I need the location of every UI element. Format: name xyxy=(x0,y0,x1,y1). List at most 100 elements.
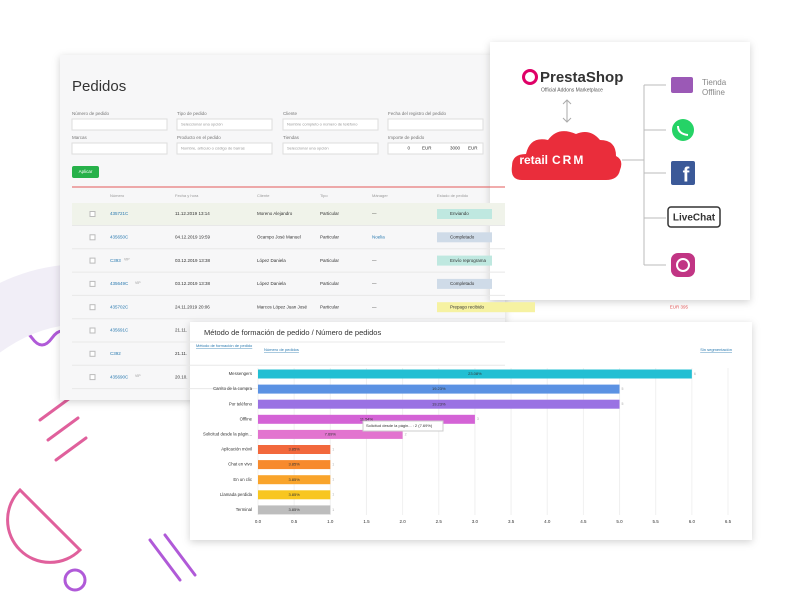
checkbox[interactable] xyxy=(89,211,96,217)
order-number: 435690C xyxy=(110,374,129,379)
percent-label: 3.85% xyxy=(288,462,300,467)
crm-name: retail xyxy=(519,153,548,167)
crm-cloud xyxy=(511,131,622,180)
order-manager: — xyxy=(372,281,377,286)
filter-input[interactable] xyxy=(176,118,273,131)
category-label: Por teléfono xyxy=(229,401,253,406)
value-label: 3 xyxy=(477,417,479,421)
checkbox[interactable] xyxy=(89,304,96,311)
column-header: Cliente xyxy=(257,193,270,198)
bar xyxy=(258,399,620,409)
axis-link: Sin segmentación xyxy=(700,347,732,352)
order-total: EUR 395 xyxy=(670,304,689,309)
prestashop-name: PrestaShop xyxy=(540,69,623,86)
category-label: Carrito de la compra xyxy=(213,386,253,391)
filter-input[interactable] xyxy=(387,118,484,131)
filter-input[interactable] xyxy=(71,118,168,131)
category-label: Solicitud desde la págin... xyxy=(203,432,252,437)
checkbox[interactable] xyxy=(89,350,96,357)
x-tick-label: 0.5 xyxy=(291,519,298,524)
order-manager: Noelia xyxy=(372,234,385,239)
checkbox[interactable] xyxy=(89,280,96,287)
category-label: Messengers xyxy=(229,371,252,376)
bar xyxy=(258,460,331,470)
bar xyxy=(258,369,692,379)
bar xyxy=(258,505,331,515)
filter-input[interactable] xyxy=(176,142,273,155)
apply-button-label: Aplicar xyxy=(79,169,93,174)
page-title: Pedidos xyxy=(72,78,126,95)
order-client: Marcos López Juan José xyxy=(257,304,308,309)
filter-input[interactable] xyxy=(282,118,379,131)
value-label: 1 xyxy=(332,463,334,467)
order-date: 21.11. xyxy=(175,328,187,333)
order-date: 24.11.2019 20:06 xyxy=(175,304,210,309)
x-tick-label: 1.5 xyxy=(363,519,370,524)
order-client: Moreno Alejandro xyxy=(257,211,293,216)
whatsapp-icon xyxy=(672,119,694,141)
x-tick-label: 2.0 xyxy=(399,519,406,524)
category-label: Terminal xyxy=(236,507,252,512)
tooltip xyxy=(362,420,444,432)
order-date: 03.12.2019 13:38 xyxy=(175,281,211,286)
currency: EUR xyxy=(422,146,432,151)
value-label: 5 xyxy=(622,387,624,391)
column-header: Fecha y hora xyxy=(175,193,199,198)
chart-title: Método de formación de pedido / Número d… xyxy=(204,328,381,337)
channel-label: Tienda xyxy=(702,78,727,87)
percent-label: 19.23% xyxy=(432,386,446,391)
x-tick-label: 6.0 xyxy=(689,519,696,524)
currency: EUR xyxy=(468,146,478,151)
amount-to: 3000 xyxy=(450,146,461,151)
filter-label: Tiendas xyxy=(283,135,300,140)
status-badge xyxy=(437,232,492,243)
checkbox[interactable] xyxy=(89,327,96,334)
checkbox[interactable] xyxy=(89,234,96,241)
order-date: 21.11. xyxy=(175,351,187,356)
filter-label: Tipo de pedido xyxy=(177,111,207,116)
filter-input[interactable] xyxy=(282,142,379,155)
value-label: 1 xyxy=(332,493,334,497)
x-tick-label: 1.0 xyxy=(327,519,334,524)
vip-tag: VIP xyxy=(135,374,141,378)
filter-input[interactable] xyxy=(71,142,168,155)
crm-name: CRM xyxy=(552,153,585,167)
percent-label: 3.85% xyxy=(288,447,300,452)
filter-label: Importe de pedido xyxy=(388,135,425,140)
column-header: Tipo xyxy=(320,193,328,198)
tooltip-text: Solicitud desde la págin... : 2 (7.69%) xyxy=(366,423,433,428)
percent-label: 19.23% xyxy=(432,401,446,406)
order-date: 03.12.2019 13:38 xyxy=(175,258,211,263)
order-manager: — xyxy=(372,258,377,263)
x-tick-label: 3.5 xyxy=(508,519,515,524)
connector xyxy=(622,84,666,266)
x-tick-label: 6.5 xyxy=(725,519,732,524)
order-type: Particular xyxy=(320,234,340,239)
order-type: Particular xyxy=(320,258,340,263)
row-highlight xyxy=(72,203,505,225)
column-header: Número xyxy=(110,193,125,198)
bar xyxy=(258,384,620,394)
percent-label: 7.69% xyxy=(325,431,337,436)
instagram-icon xyxy=(676,258,690,272)
percent-label: 3.85% xyxy=(288,507,300,512)
order-status: Completado xyxy=(450,234,475,239)
category-label: Aplicación móvil xyxy=(221,447,252,452)
checkbox[interactable] xyxy=(89,257,96,264)
column-header: Mánager xyxy=(372,193,388,198)
amount-input[interactable] xyxy=(387,142,484,155)
order-client: Ocampo José Manuel xyxy=(257,234,301,239)
order-number: 435649C xyxy=(110,281,129,286)
whatsapp-icon xyxy=(677,125,689,136)
value-label: 6 xyxy=(694,372,696,376)
order-number: 435691C xyxy=(110,328,129,333)
apply-button[interactable] xyxy=(72,166,99,178)
order-manager: — xyxy=(372,304,377,309)
filter-label: Producto en el pedido xyxy=(177,135,221,140)
checkbox[interactable] xyxy=(89,374,96,381)
axis-link: Número de pedidos xyxy=(264,347,299,352)
vip-tag: VIP xyxy=(124,258,130,262)
order-number: 435721C xyxy=(110,211,129,216)
category-label: Chat en vivo xyxy=(228,462,252,467)
category-label: En un clic xyxy=(233,477,252,482)
